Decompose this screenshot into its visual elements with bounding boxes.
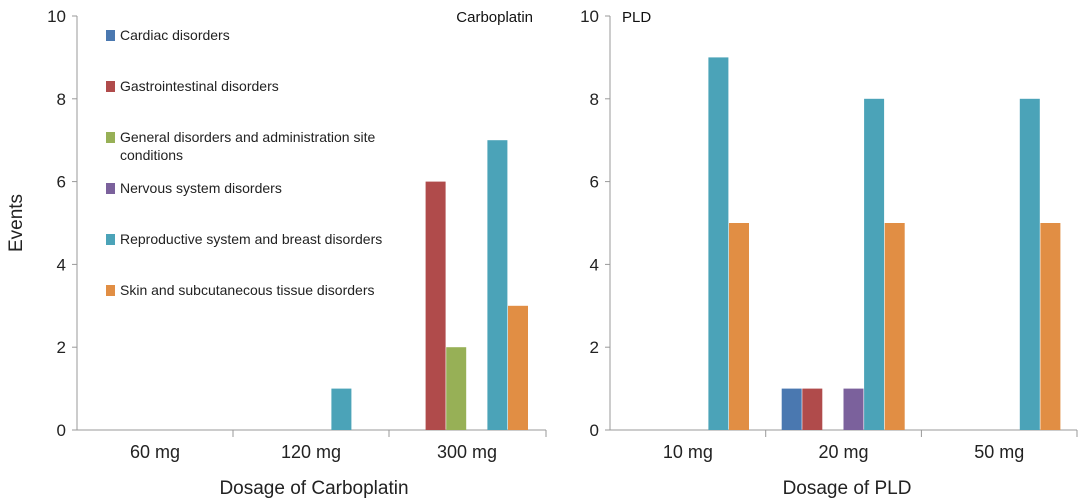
legend-swatch [106, 132, 115, 143]
x-tick-label: 10 mg [663, 442, 713, 462]
y-axis-label: Events [6, 194, 27, 252]
legend-entry: Cardiac disorders [120, 27, 230, 43]
y-tick-label: 6 [57, 173, 66, 192]
y-tick-label: 8 [57, 90, 66, 109]
y-tick-label: 0 [590, 421, 599, 440]
bar [446, 347, 467, 430]
legend-swatch [106, 30, 115, 41]
y-tick-label: 2 [57, 338, 66, 357]
x-tick-label: 50 mg [974, 442, 1024, 462]
y-tick-label: 6 [590, 173, 599, 192]
legend-entry: Gastrointestinal disorders [120, 78, 279, 94]
x-axis-label: Dosage of PLD [783, 478, 912, 499]
legend-swatch [106, 81, 115, 92]
bar [708, 57, 729, 431]
panel-title: Carboplatin [456, 9, 533, 26]
bar [843, 388, 864, 430]
y-tick-label: 4 [590, 255, 599, 274]
legend-swatch [106, 183, 115, 194]
y-tick-label: 4 [57, 255, 66, 274]
x-tick-label: 120 mg [281, 442, 341, 462]
bar [425, 181, 446, 430]
bar [864, 98, 885, 431]
bar [1019, 98, 1040, 431]
legend-swatch [106, 285, 115, 296]
bar [487, 140, 508, 430]
y-tick-label: 8 [590, 90, 599, 109]
legend-entry: Reproductive system and breast disorders [120, 231, 382, 247]
bar [1040, 223, 1061, 430]
x-tick-label: 20 mg [819, 442, 869, 462]
bar [884, 223, 905, 430]
y-tick-label: 0 [57, 421, 66, 440]
bar [508, 305, 528, 430]
legend-swatch [106, 234, 115, 245]
panel-title: PLD [622, 9, 651, 26]
x-tick-label: 300 mg [437, 442, 497, 462]
x-axis-label: Dosage of Carboplatin [219, 478, 408, 499]
legend-entry: General disorders and administration sit… [120, 129, 375, 163]
bar [729, 223, 749, 430]
legend-entry: Nervous system disorders [120, 180, 282, 196]
bar [802, 388, 823, 430]
bar [781, 388, 802, 430]
x-tick-label: 60 mg [130, 442, 180, 462]
y-tick-label: 10 [47, 7, 66, 26]
y-tick-label: 10 [580, 7, 599, 26]
legend-entry: Skin and subcutanecous tissue disorders [120, 282, 374, 298]
bar [331, 388, 352, 430]
y-tick-label: 2 [590, 338, 599, 357]
